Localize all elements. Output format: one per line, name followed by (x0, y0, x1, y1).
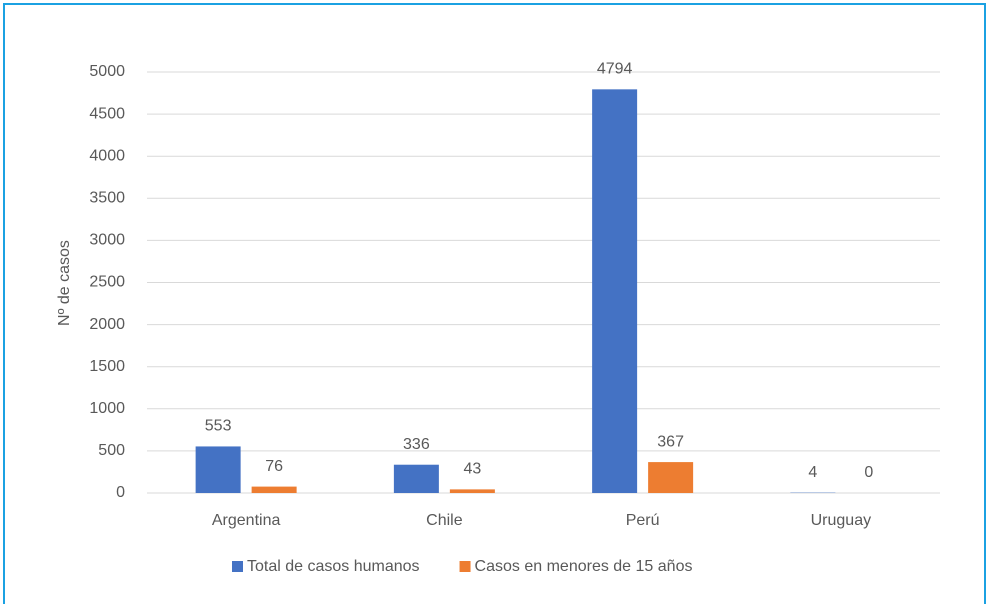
x-tick-label: Chile (426, 512, 463, 529)
data-label: 336 (403, 436, 430, 453)
data-label: 76 (265, 458, 283, 475)
y-tick-label: 3500 (89, 190, 125, 207)
x-tick-label: Perú (626, 512, 660, 529)
x-tick-label: Argentina (212, 512, 281, 529)
y-axis-title: Nº de casos (56, 240, 73, 326)
frame (3, 3, 986, 604)
legend-swatch (459, 561, 471, 572)
data-label: 4794 (597, 61, 633, 78)
legend-swatch (232, 561, 243, 572)
bar (393, 464, 439, 493)
y-tick-label: 4000 (89, 147, 125, 164)
y-tick-label: 0 (116, 484, 125, 501)
y-tick-label: 500 (98, 442, 125, 459)
bar (195, 446, 241, 493)
y-tick-label: 2000 (89, 316, 125, 333)
bar (449, 489, 495, 493)
data-label: 43 (463, 461, 481, 478)
data-label: 367 (657, 433, 684, 450)
data-label: 553 (205, 418, 232, 435)
y-tick-label: 2500 (89, 274, 125, 291)
y-tick-label: 3000 (89, 232, 125, 249)
legend-label: Casos en menores de 15 años (475, 558, 693, 575)
bar (648, 462, 694, 493)
y-tick-label: 5000 (89, 63, 125, 80)
data-label: 4 (808, 464, 817, 481)
data-label: 0 (864, 464, 873, 481)
y-tick-label: 1000 (89, 400, 125, 417)
bar (251, 486, 297, 493)
legend-label: Total de casos humanos (247, 558, 420, 575)
y-tick-label: 4500 (89, 105, 125, 122)
bar (592, 89, 638, 493)
y-tick-label: 1500 (89, 358, 125, 375)
x-tick-label: Uruguay (811, 512, 871, 529)
